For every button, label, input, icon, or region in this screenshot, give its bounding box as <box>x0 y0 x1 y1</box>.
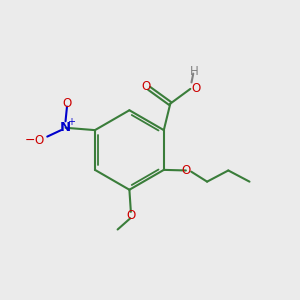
Text: O: O <box>62 97 72 110</box>
Text: O: O <box>191 82 201 95</box>
Text: H: H <box>190 65 198 78</box>
Text: O: O <box>182 164 191 177</box>
Text: O: O <box>126 209 136 222</box>
Text: −: − <box>25 134 35 147</box>
Text: O: O <box>141 80 150 93</box>
Text: +: + <box>68 117 75 127</box>
Text: N: N <box>60 121 71 134</box>
Text: O: O <box>34 134 43 147</box>
